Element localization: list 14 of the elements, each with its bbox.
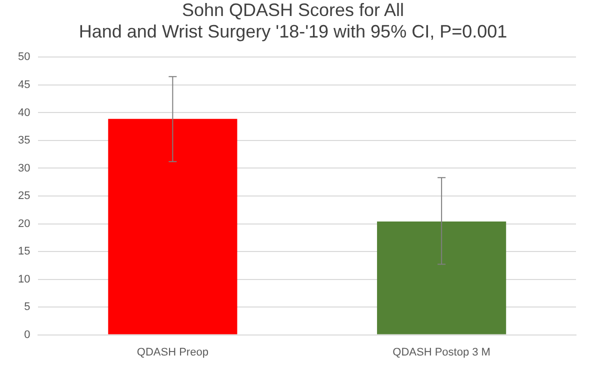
y-tick-label: 30 xyxy=(18,162,30,174)
y-tick-label: 50 xyxy=(18,51,30,64)
y-tick-label: 35 xyxy=(18,134,30,147)
y-tick-label: 20 xyxy=(18,218,30,230)
y-tick-label: 40 xyxy=(18,106,30,119)
y-tick-label: 10 xyxy=(18,273,30,286)
y-tick-label: 5 xyxy=(24,301,30,314)
y-tick-label: 15 xyxy=(18,246,30,258)
chart-title: Sohn QDASH Scores for All Hand and Wrist Surgery '18-'19 with 95% CI, P=0.001 xyxy=(78,0,508,42)
y-tick-label: 45 xyxy=(18,78,30,91)
x-tick-label: QDASH Preop xyxy=(136,346,208,358)
x-tick-label: QDASH Postop 3 M xyxy=(392,346,490,358)
y-tick-label: 0 xyxy=(24,328,30,341)
y-tick-label: 25 xyxy=(18,190,30,202)
